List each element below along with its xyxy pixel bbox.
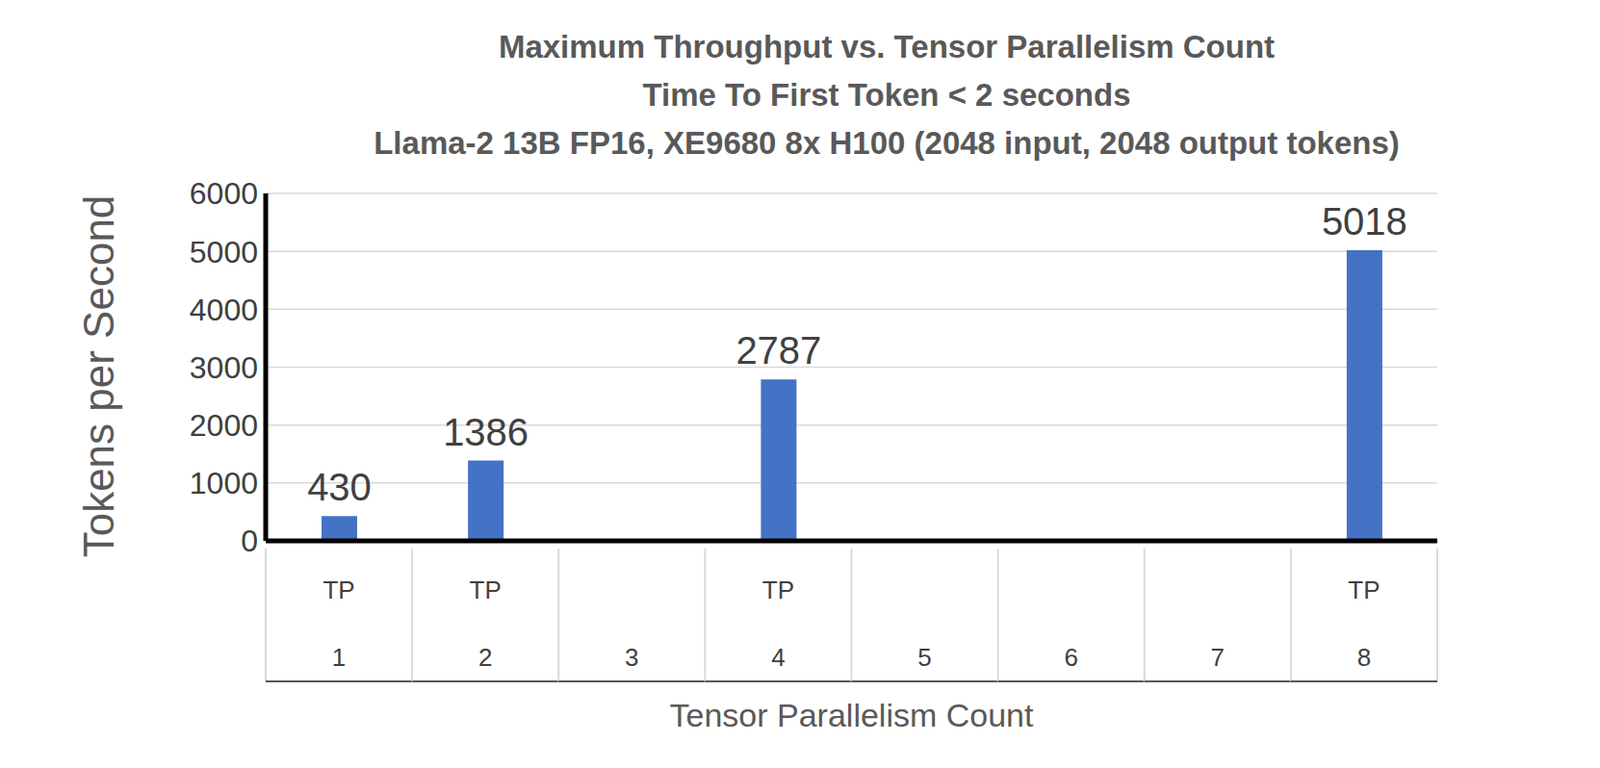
html-text:Tensor Parallelism Count: Tensor Parallelism Count	[669, 696, 1034, 734]
svg-text:4000: 4000	[189, 292, 259, 328]
svg-text:6000: 6000	[189, 176, 259, 211]
svg-text:2000: 2000	[189, 408, 259, 443]
svg-text:2787: 2787	[735, 329, 822, 372]
svg-text:1000: 1000	[189, 465, 259, 501]
svg-text:3: 3	[624, 643, 639, 672]
svg-text:1386: 1386	[442, 411, 529, 454]
svg-text:8: 8	[1357, 643, 1371, 672]
svg-text:0: 0	[240, 523, 259, 559]
html-text:Tokens per Second: Tokens per Second	[75, 195, 123, 558]
svg-text:2: 2	[478, 643, 492, 672]
svg-text:5: 5	[917, 643, 931, 672]
svg-text:4: 4	[771, 643, 785, 672]
html-text:Time To First Token < 2 second: Time To First Token < 2 seconds	[642, 77, 1131, 113]
svg-text:TP: TP	[1347, 575, 1380, 605]
svg-text:6: 6	[1063, 643, 1078, 672]
svg-text:TP: TP	[469, 575, 502, 605]
svg-text:1: 1	[332, 643, 346, 672]
svg-text:TP: TP	[322, 575, 355, 605]
svg-text:5018: 5018	[1321, 200, 1408, 243]
svg-text:5000: 5000	[189, 234, 259, 270]
svg-text:430: 430	[307, 465, 372, 509]
svg-text:3000: 3000	[189, 350, 259, 386]
svg-text:TP: TP	[762, 575, 795, 605]
svg-text:7: 7	[1211, 643, 1225, 672]
html-text:Llama-2 13B FP16, XE9680 8x H1: Llama-2 13B FP16, XE9680 8x H100 (2048 i…	[373, 125, 1400, 161]
html-text:Maximum Throughput vs. Tensor: Maximum Throughput vs. Tensor Parallelis…	[498, 28, 1275, 65]
